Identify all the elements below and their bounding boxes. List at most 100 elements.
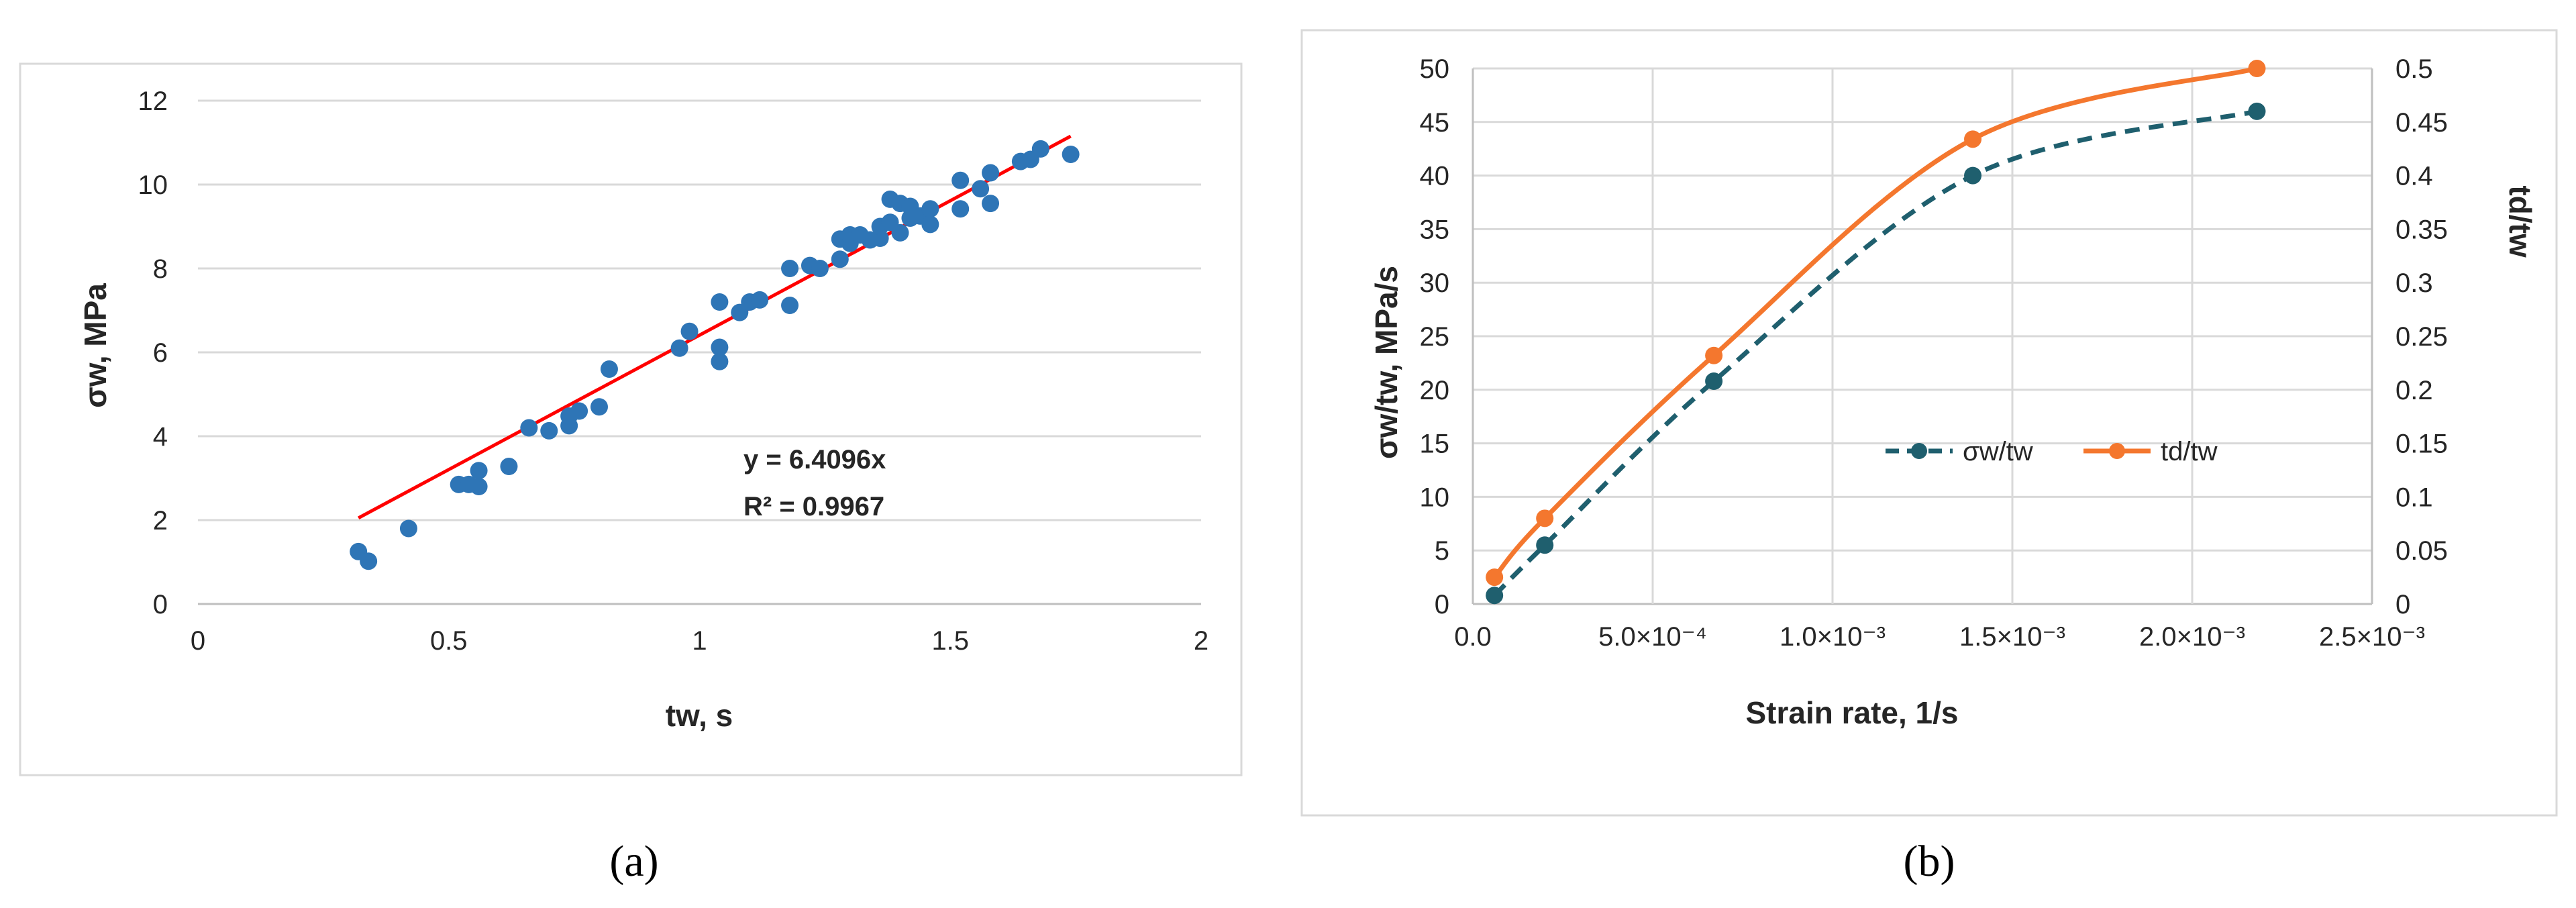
left-y-tick-label: 40	[1420, 162, 1450, 191]
right-y-tick-label: 0.45	[2395, 108, 2448, 138]
right-y-tick-label: 0.25	[2395, 322, 2448, 352]
panel-b-x-tick-labels: 0.0 5.0×10⁻⁴ 1.0×10⁻³ 1.5×10⁻³ 2.0×10⁻³ 2.5×1…	[1454, 622, 2425, 652]
data-point	[711, 293, 729, 311]
trendline-equation: y = 6.4096x	[743, 445, 886, 474]
panel-b-x-axis-title: Strain rate, 1/s	[1745, 695, 1958, 730]
right-y-tick-label: 0.05	[2395, 536, 2448, 566]
data-point	[751, 291, 769, 309]
marker-sigma-w-tw	[1964, 166, 1982, 185]
data-point	[590, 398, 608, 416]
panel-b-caption: (b)	[1904, 837, 1955, 886]
left-y-tick-label: 35	[1420, 215, 1450, 244]
data-point	[711, 338, 729, 356]
data-point	[982, 164, 1000, 182]
data-point	[982, 195, 1000, 213]
left-y-tick-label: 5	[1435, 536, 1449, 566]
data-point	[921, 200, 939, 218]
data-point	[399, 519, 417, 538]
panel-a-data-points	[350, 140, 1080, 570]
trendline	[358, 134, 1072, 520]
legend-label-sigma-w-tw: σw/tw	[1963, 437, 2033, 466]
data-point	[500, 458, 518, 475]
data-point	[600, 360, 618, 378]
legend-label-td-tw: td/tw	[2161, 437, 2218, 466]
panel-b-right-y-tick-labels: 0 0.05 0.1 0.15 0.2 0.25 0.3 0.35 0.4 0.45 0.5	[2395, 54, 2448, 619]
marker-sigma-w-tw	[1486, 587, 1504, 605]
x-tick-label: 2	[1194, 626, 1208, 656]
panel-a: 0 0.5 1 1.5 2 0 2 4 6 8 10 12 tw, s σw, MPa y = 6.…	[19, 62, 1243, 886]
data-point	[781, 297, 799, 314]
panel-a-y-tick-labels: 0 2 4 6 8 10 12	[138, 87, 168, 619]
data-point	[1031, 140, 1049, 158]
left-y-tick-label: 30	[1420, 268, 1450, 298]
left-y-tick-label: 45	[1420, 108, 1450, 138]
y-tick-label: 4	[153, 422, 168, 452]
x-tick-label: 5.0×10⁻⁴	[1598, 622, 1707, 652]
series-line-sigma-w-tw	[1492, 109, 2258, 597]
marker-td-tw	[1705, 346, 1723, 364]
marker-td-tw	[1486, 568, 1504, 587]
data-point	[831, 250, 849, 268]
data-point	[781, 260, 799, 277]
right-y-tick-label: 0.3	[2395, 268, 2433, 298]
left-y-tick-label: 50	[1420, 54, 1450, 84]
panel-b-markers	[1486, 60, 2266, 605]
x-tick-label: 2.5×10⁻³	[2319, 622, 2425, 652]
data-point	[711, 352, 729, 370]
panel-b-right-y-axis-title: td/tw	[2503, 185, 2538, 258]
y-tick-label: 2	[153, 506, 168, 536]
legend-marker-td-tw	[2109, 443, 2125, 459]
left-y-tick-label: 20	[1420, 376, 1450, 405]
x-tick-label: 1.5×10⁻³	[1959, 622, 2065, 652]
data-point	[891, 223, 909, 242]
data-point	[470, 462, 488, 480]
left-y-tick-label: 25	[1420, 322, 1450, 352]
panel-a-x-tick-labels: 0 0.5 1 1.5 2	[191, 626, 1208, 656]
data-point	[680, 322, 699, 340]
data-point	[951, 171, 970, 189]
right-y-tick-label: 0.35	[2395, 215, 2448, 244]
marker-sigma-w-tw	[1705, 372, 1723, 391]
y-tick-label: 10	[138, 170, 168, 200]
r-squared-label: R² = 0.9967	[743, 492, 884, 521]
left-y-tick-label: 15	[1420, 430, 1450, 459]
marker-sigma-w-tw	[2248, 102, 2266, 120]
y-tick-label: 0	[153, 590, 168, 619]
marker-sigma-w-tw	[1536, 536, 1554, 554]
data-point	[470, 478, 488, 495]
legend: σw/tw td/tw	[1886, 437, 2218, 466]
data-point	[360, 552, 378, 570]
panel-a-frame	[19, 62, 1243, 776]
legend-marker-sigma-w-tw	[1911, 443, 1927, 459]
marker-td-tw	[1536, 509, 1554, 527]
y-tick-label: 8	[153, 254, 168, 284]
left-y-tick-label: 10	[1420, 483, 1450, 512]
marker-td-tw	[2248, 60, 2266, 77]
data-point	[1062, 146, 1080, 163]
panel-a-gridlines	[198, 99, 1201, 605]
right-y-tick-label: 0.5	[2395, 54, 2433, 84]
x-tick-label: 1.0×10⁻³	[1780, 622, 1886, 652]
right-y-tick-label: 0.2	[2395, 376, 2433, 405]
panel-b-left-y-tick-labels: 0 5 10 15 20 25 30 35 40 45 50	[1420, 54, 1450, 619]
panel-b-frame	[1300, 29, 2558, 817]
right-y-tick-label: 0.4	[2395, 162, 2433, 191]
x-tick-label: 1	[692, 626, 707, 656]
panel-b-left-y-axis-title: σw/tw, MPa/s	[1369, 266, 1404, 459]
data-point	[951, 200, 970, 218]
x-tick-label: 0	[191, 626, 205, 656]
right-y-tick-label: 0.15	[2395, 430, 2448, 459]
marker-td-tw	[1964, 130, 1982, 148]
data-point	[811, 260, 829, 277]
data-point	[670, 339, 688, 357]
x-tick-label: 0.5	[430, 626, 468, 656]
right-y-tick-label: 0	[2395, 590, 2410, 619]
x-tick-label: 2.0×10⁻³	[2139, 622, 2245, 652]
data-point	[520, 419, 538, 437]
data-point	[570, 402, 588, 420]
y-tick-label: 12	[138, 87, 168, 116]
right-y-tick-label: 0.1	[2395, 483, 2433, 512]
panel-b: 0.0 5.0×10⁻⁴ 1.0×10⁻³ 1.5×10⁻³ 2.0×10⁻³ 2.5×1…	[1300, 29, 2558, 886]
data-point	[540, 421, 558, 440]
